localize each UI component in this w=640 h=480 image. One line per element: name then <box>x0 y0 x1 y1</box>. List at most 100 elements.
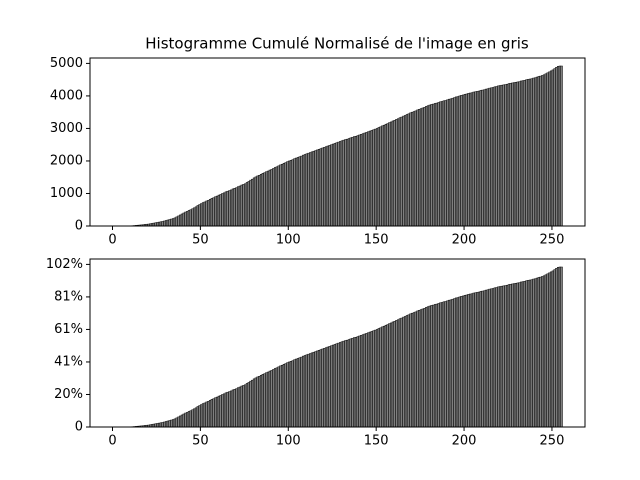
bar <box>179 415 182 428</box>
bar <box>330 345 333 428</box>
bar <box>265 372 268 428</box>
bar <box>381 125 384 227</box>
bar <box>514 82 518 227</box>
bar <box>344 340 347 428</box>
bar <box>339 141 342 227</box>
bar <box>465 93 468 227</box>
bar <box>340 341 344 428</box>
bar <box>293 359 296 428</box>
bar <box>184 412 187 428</box>
bar <box>298 156 301 227</box>
bar <box>159 221 162 227</box>
bar <box>402 115 405 227</box>
bar <box>513 283 516 428</box>
bar <box>279 365 282 428</box>
bar <box>302 154 305 227</box>
y-tick-label: 20% <box>54 387 83 402</box>
bar <box>358 335 361 428</box>
bar <box>551 270 554 428</box>
bar <box>207 200 210 227</box>
bar <box>159 422 162 428</box>
bar <box>222 393 226 428</box>
bar <box>423 308 426 428</box>
bar <box>293 158 296 227</box>
bar <box>268 169 271 227</box>
bar <box>386 324 389 428</box>
bar <box>521 80 525 227</box>
bar <box>237 387 240 428</box>
bar <box>453 97 456 227</box>
bar <box>379 327 382 428</box>
bar <box>528 279 532 428</box>
bar <box>288 361 291 428</box>
bar <box>281 163 284 227</box>
bar <box>291 159 294 227</box>
bar <box>212 197 215 227</box>
bar <box>273 368 277 428</box>
bar <box>404 316 407 428</box>
bar <box>326 346 329 428</box>
bar <box>354 336 358 428</box>
bar <box>375 128 379 227</box>
bar <box>437 102 440 227</box>
bar <box>458 95 461 227</box>
bar <box>546 273 549 428</box>
bar <box>233 188 236 227</box>
bar <box>372 129 375 227</box>
bar <box>386 123 389 227</box>
x-tick-label: 0 <box>108 233 116 248</box>
bar <box>182 212 185 227</box>
bar <box>242 184 245 227</box>
bar <box>433 304 437 428</box>
bar <box>439 101 442 227</box>
bar <box>182 413 185 428</box>
bar <box>516 282 519 428</box>
bar <box>549 271 553 428</box>
bar <box>368 130 372 227</box>
bar <box>252 177 256 227</box>
bar <box>263 172 266 227</box>
bar <box>462 94 465 227</box>
bar <box>282 162 286 227</box>
bar <box>404 115 407 227</box>
bar <box>541 276 544 428</box>
bar <box>400 116 403 227</box>
x-tick-label: 100 <box>276 233 301 248</box>
bar <box>286 161 289 227</box>
bar <box>172 218 175 227</box>
bar <box>203 402 206 428</box>
bar <box>426 105 430 227</box>
bar <box>506 83 509 227</box>
bar <box>268 370 271 428</box>
bar <box>447 98 451 227</box>
bar <box>289 160 293 227</box>
bar <box>277 165 280 227</box>
bar <box>215 195 219 227</box>
bar <box>210 198 213 227</box>
bar <box>170 218 173 227</box>
bar <box>465 294 468 428</box>
bar <box>370 331 373 428</box>
bar <box>560 65 563 227</box>
bar <box>309 353 312 428</box>
bar <box>395 119 398 227</box>
bar <box>321 147 324 227</box>
bar <box>430 104 433 227</box>
bar <box>518 282 521 428</box>
bar <box>337 342 340 428</box>
bar <box>483 290 486 428</box>
bar <box>506 284 509 428</box>
bar <box>184 211 187 227</box>
bar <box>266 170 270 227</box>
bar <box>511 283 514 428</box>
bar <box>527 79 530 227</box>
bar <box>428 305 431 428</box>
bar <box>389 322 393 428</box>
bar <box>203 201 206 227</box>
bar <box>208 199 212 227</box>
bar <box>525 280 528 428</box>
bar <box>180 213 184 227</box>
bar <box>486 289 489 428</box>
bar <box>430 305 433 428</box>
bar <box>539 75 542 227</box>
